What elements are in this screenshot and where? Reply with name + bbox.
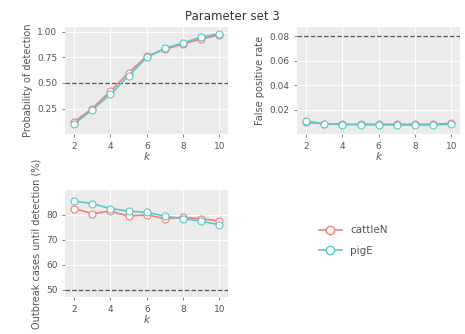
Y-axis label: Probability of detection: Probability of detection: [23, 24, 33, 137]
X-axis label: k: k: [144, 152, 150, 162]
Y-axis label: False positive rate: False positive rate: [255, 36, 265, 125]
Legend: cattleN, pigE: cattleN, pigE: [319, 225, 388, 256]
Text: Parameter set 3: Parameter set 3: [185, 10, 280, 23]
Y-axis label: Outbreak cases until detection (%): Outbreak cases until detection (%): [32, 158, 42, 329]
X-axis label: k: k: [376, 152, 382, 162]
X-axis label: k: k: [144, 315, 150, 325]
